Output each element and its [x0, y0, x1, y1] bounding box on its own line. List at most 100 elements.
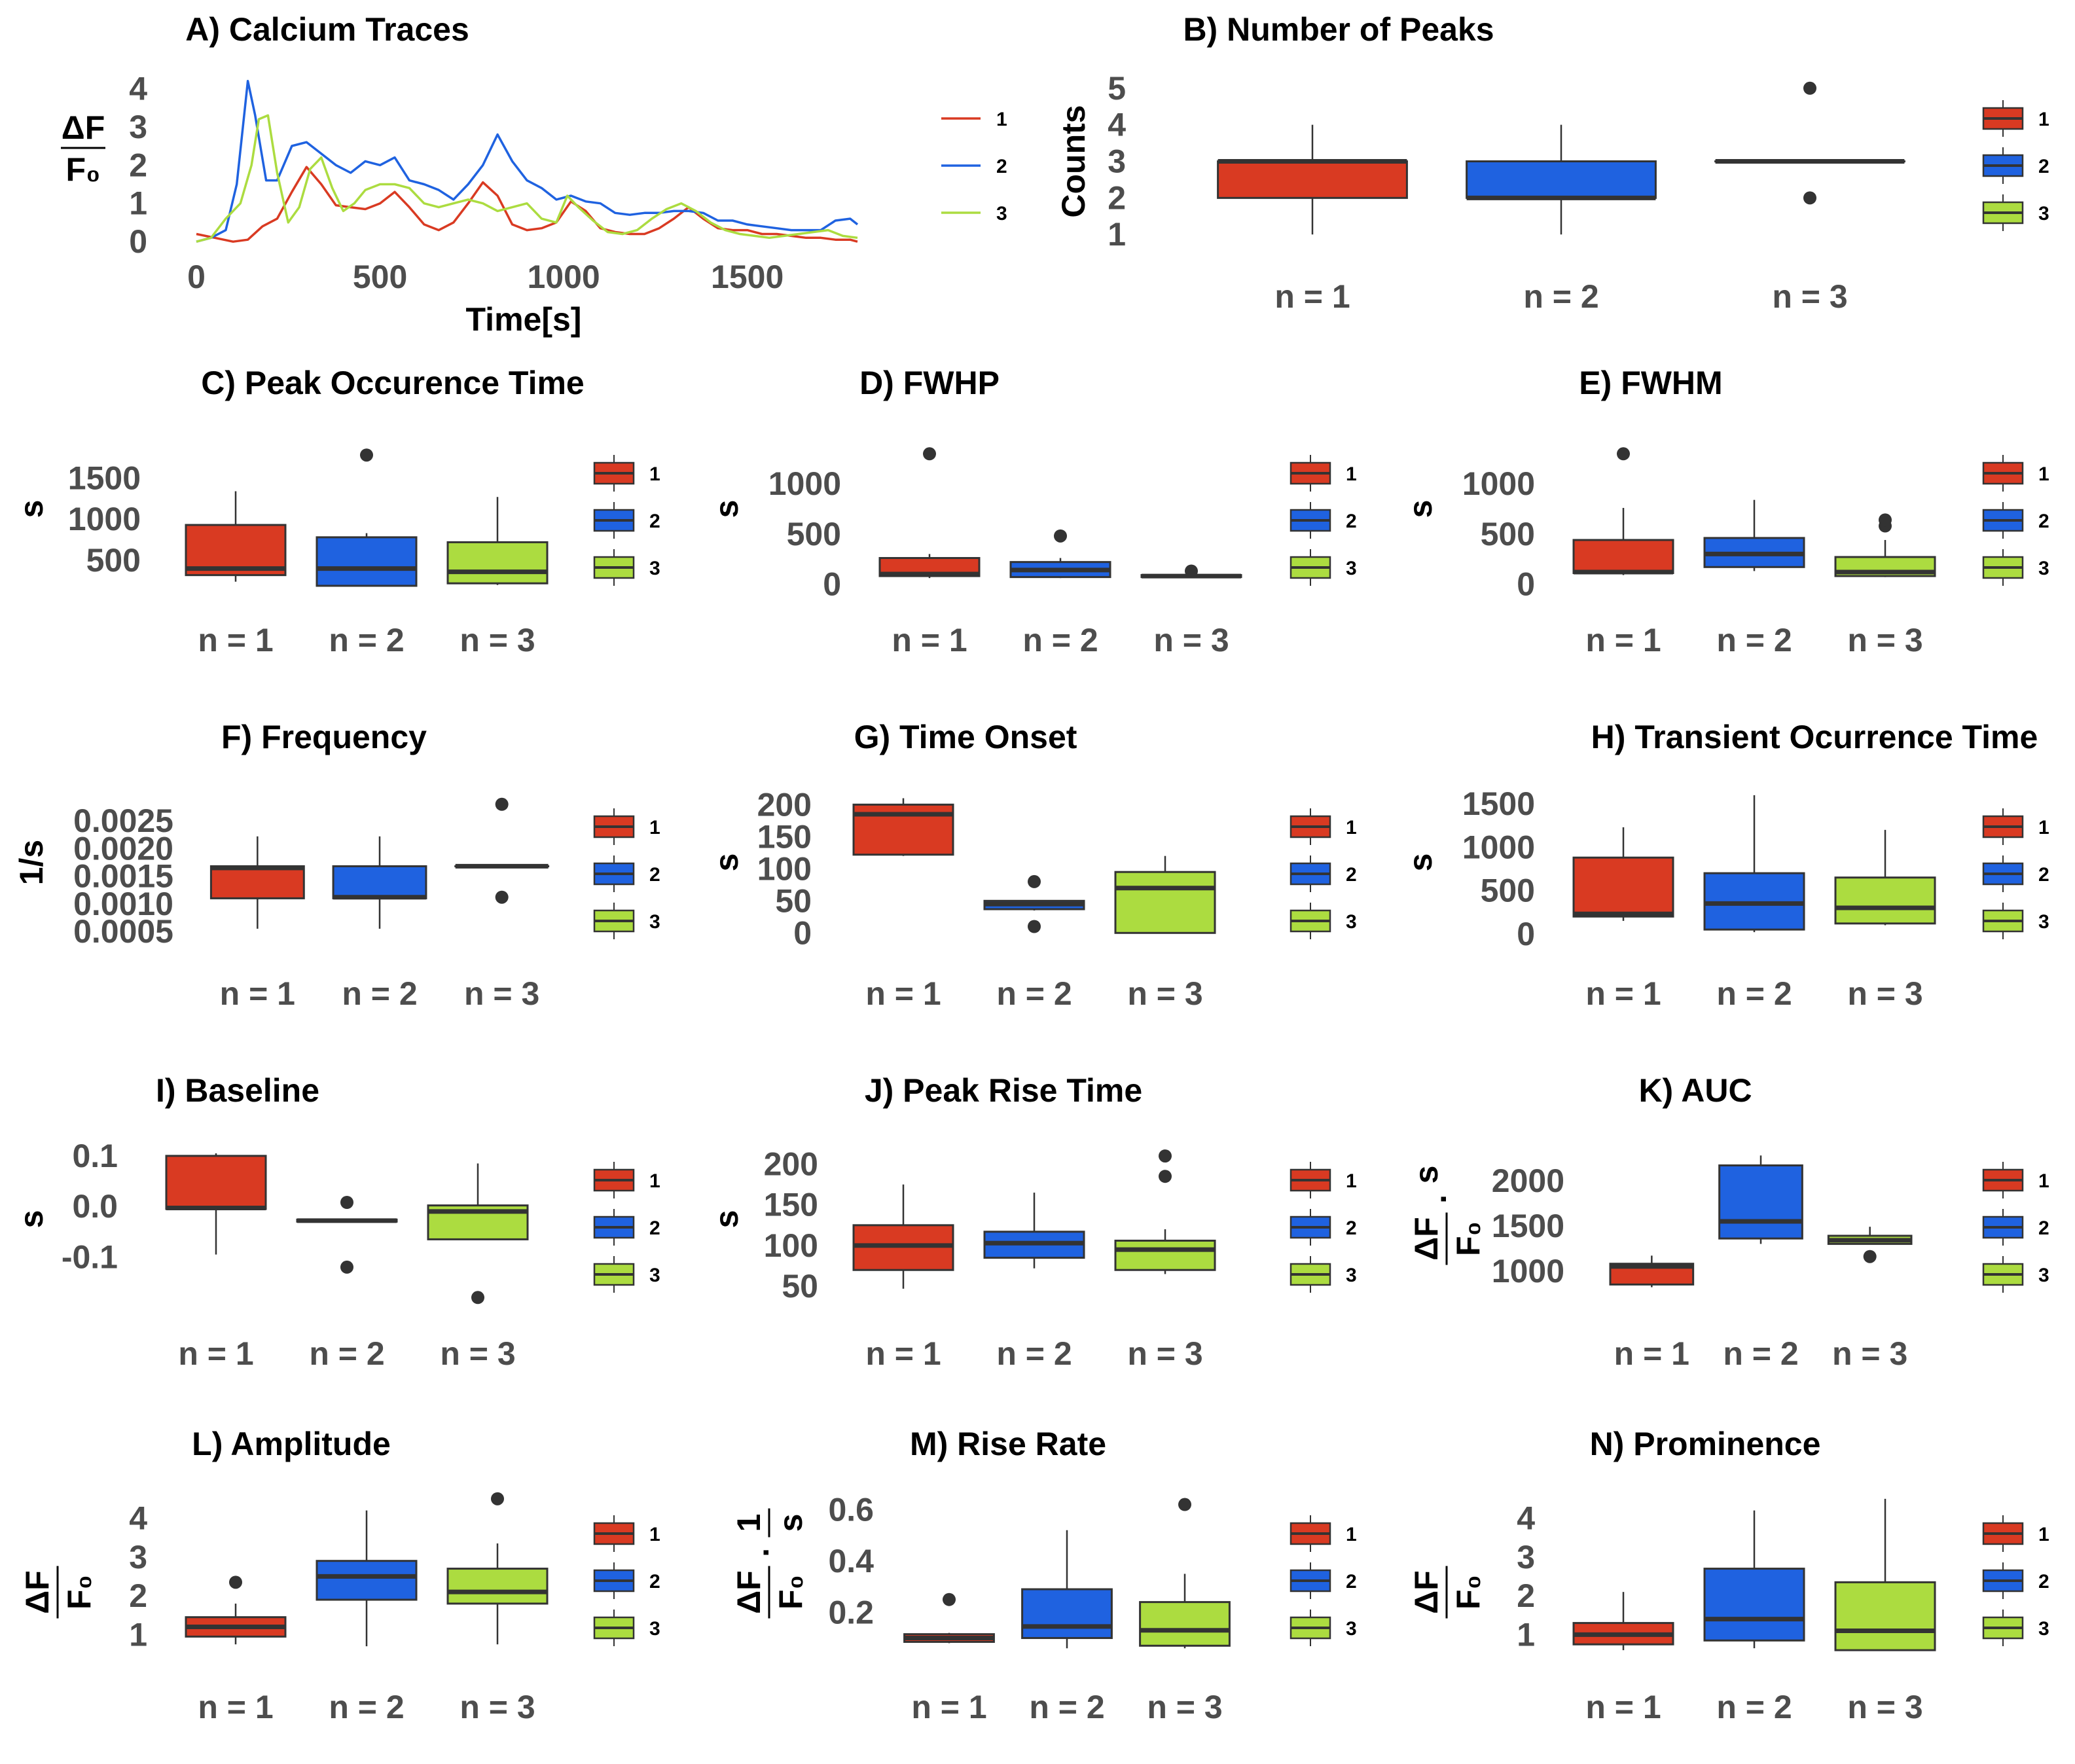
category-label: n = 3 [460, 622, 535, 658]
box-group-3 [1827, 1227, 1913, 1263]
category-label: n = 2 [1523, 278, 1598, 315]
outlier-point [923, 447, 936, 461]
legend-label-2: 2 [2038, 511, 2049, 532]
box-group-3 [1114, 855, 1216, 934]
outlier-point [360, 448, 373, 462]
x-axis-label: Time[s] [466, 301, 582, 338]
outlier-point [943, 1593, 956, 1606]
box [1834, 876, 1936, 925]
y-tick-label: 1000 [768, 465, 841, 502]
outlier-point [1863, 1250, 1877, 1263]
y-tick-label: 1 [1108, 216, 1126, 253]
y-tick-label: 1000 [1462, 829, 1535, 865]
legend-label-1: 1 [649, 1524, 660, 1545]
category-label: n = 2 [329, 1689, 404, 1725]
panel-title: B) Number of Peaks [1183, 11, 1494, 48]
panel-title: E) FWHM [1579, 365, 1722, 401]
x-tick-label: 1000 [527, 259, 600, 295]
panel-title: N) Prominence [1590, 1426, 1821, 1462]
legend-label-3: 3 [2038, 1265, 2049, 1286]
legend-label-1: 1 [649, 1170, 660, 1192]
y-tick-label: 1500 [68, 459, 141, 496]
box [1834, 1581, 1936, 1651]
y-tick-label: 0.0025 [73, 802, 173, 839]
legend-label-1: 1 [2038, 1170, 2049, 1192]
legend-label-3: 3 [649, 911, 660, 933]
legend: 1 2 3 [1982, 1515, 2049, 1646]
category-label: n = 2 [1716, 622, 1792, 658]
outlier-point [1617, 447, 1630, 461]
legend-label-3: 3 [1346, 911, 1357, 933]
legend-label-2: 2 [2038, 864, 2049, 886]
y-tick-label: 1000 [1462, 465, 1535, 502]
box [209, 865, 305, 899]
legend: 1 2 3 [1982, 1162, 2049, 1293]
box-group-1 [185, 1575, 287, 1645]
box-group-1 [1217, 124, 1408, 235]
y-axis-label: s [1402, 500, 1439, 518]
y-tick-label: 0.2 [828, 1594, 874, 1630]
fraction-denominator: F₀ [772, 1575, 809, 1610]
box-group-1 [852, 1184, 954, 1289]
box-group-2 [983, 1193, 1085, 1269]
category-label: n = 3 [1147, 1689, 1222, 1725]
box-group-3 [1114, 1149, 1216, 1274]
y-tick-label: -0.1 [62, 1238, 118, 1275]
box-group-1 [165, 1153, 267, 1255]
legend-label-2: 2 [2038, 1571, 2049, 1593]
legend-label-2: 2 [2038, 156, 2049, 177]
outlier-point [340, 1260, 353, 1274]
box-group-3 [1834, 1498, 1936, 1651]
outlier-point [1803, 191, 1816, 205]
y-tick-label: 0.0020 [73, 830, 173, 867]
legend: 1 2 3 [593, 808, 660, 939]
legend: 1 2 3 [1290, 455, 1357, 586]
outlier-point [471, 1291, 484, 1305]
fraction-denominator: s [772, 1514, 809, 1532]
legend-label-2: 2 [1346, 1571, 1357, 1593]
outlier-point [1178, 1498, 1191, 1511]
series-line-2 [196, 79, 859, 243]
y-tick-label: 0.0 [72, 1188, 118, 1225]
panel-title: M) Rise Rate [910, 1426, 1106, 1462]
y-tick-label: 1 [129, 1616, 147, 1653]
y-tick-label: 1 [129, 185, 147, 222]
panel-title: J) Peak Rise Time [865, 1072, 1142, 1109]
y-tick-label: 4 [129, 70, 147, 107]
legend-label-2: 2 [996, 156, 1007, 177]
y-tick-label: 4 [129, 1500, 147, 1536]
category-label: n = 2 [996, 1335, 1072, 1372]
legend-label-3: 3 [1346, 1618, 1357, 1640]
outlier-point [495, 890, 509, 904]
legend-label-1: 1 [649, 817, 660, 838]
fraction-numerator: ΔF [1408, 1570, 1445, 1613]
y-tick-label: 0.0010 [73, 886, 173, 922]
panel-k: K) AUC 1000 1500 2000 ΔF F₀ · s n = 1 n = 2 n = 3 1… [1408, 1072, 2049, 1372]
panel-d: D) FWHP 0 500 1000 s n = 1 n = 2 n = 3 1 2 3 [708, 365, 1357, 658]
legend: 1 2 3 [1290, 1515, 1357, 1646]
box-group-2 [1466, 124, 1657, 235]
category-label: n = 3 [1847, 975, 1922, 1012]
panel-title: F) Frequency [221, 719, 427, 755]
legend: 1 2 3 [593, 455, 660, 586]
box [1718, 1164, 1803, 1240]
legend-label-3: 3 [2038, 911, 2049, 933]
y-tick-label: 0 [129, 223, 147, 260]
fraction-numerator: ΔF [62, 109, 105, 146]
y-tick-label: 1000 [68, 501, 141, 537]
category-label: n = 3 [1772, 278, 1847, 315]
y-tick-label: 50 [782, 1268, 818, 1305]
outlier-point [495, 797, 509, 811]
box [1139, 1601, 1231, 1647]
box [1572, 856, 1674, 918]
box-group-2 [1718, 1155, 1803, 1244]
outlier-point [229, 1575, 242, 1589]
legend-label-2: 2 [1346, 1217, 1357, 1239]
y-tick-label: 150 [764, 1187, 818, 1223]
outlier-point [340, 1196, 353, 1209]
box-group-1 [1572, 1592, 1674, 1651]
